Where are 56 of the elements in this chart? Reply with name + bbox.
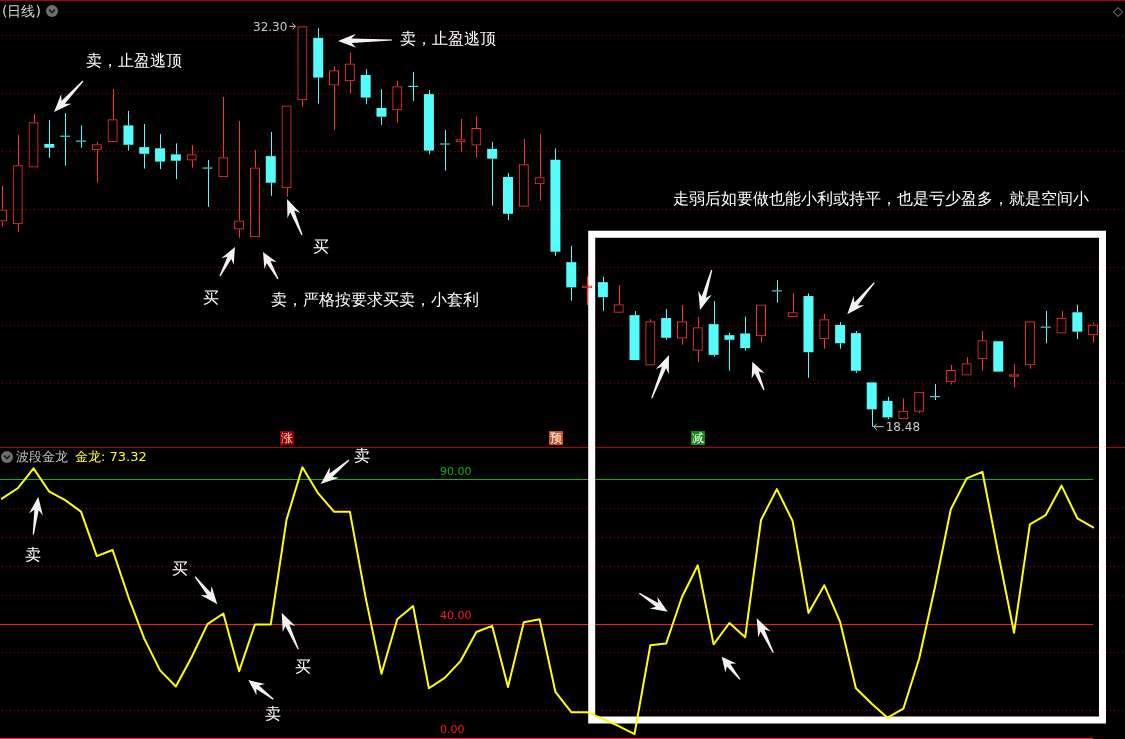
text: 金龙: 73.32: [75, 449, 147, 464]
candlestick: [439, 129, 450, 172]
candlestick: [740, 316, 751, 352]
annotation: 卖: [354, 446, 370, 466]
text: 32.30: [253, 19, 288, 34]
annotation: 卖: [265, 704, 281, 724]
text: 18.48: [885, 420, 921, 435]
chart-title: 波段金龙: [16, 449, 68, 465]
candlestick: [724, 332, 735, 372]
annotation: 卖，止盈逃顶: [86, 51, 182, 71]
candlestick: [75, 124, 86, 149]
candlestick: [265, 131, 276, 197]
candlestick: [882, 396, 893, 420]
candlestick: [771, 279, 782, 304]
candlestick: [597, 276, 608, 312]
candlestick: [313, 27, 324, 105]
candlestick: [993, 341, 1004, 372]
candlestick: [661, 308, 672, 341]
candlestick: [850, 330, 861, 374]
annotation: 卖，止盈逃顶: [400, 29, 496, 49]
text: 减: [692, 430, 704, 445]
annotation: 买: [203, 288, 219, 308]
annotation: 走弱后如要做也能小利或持平，也是亏少盈多，就是空间小: [673, 189, 1089, 209]
text: 涨: [281, 430, 293, 445]
candlestick: [170, 142, 181, 180]
candlestick: [502, 172, 513, 221]
candlestick: [929, 383, 940, 401]
candlestick: [408, 71, 419, 102]
annotation: 买: [172, 559, 188, 579]
ref-line-label: 0.00: [440, 723, 465, 737]
ref-line-label: 40.00: [440, 608, 472, 622]
candlestick: [202, 159, 213, 208]
candlestick: [155, 133, 166, 170]
candlestick: [376, 88, 387, 126]
annotation: 买: [295, 657, 311, 677]
candlestick: [123, 110, 134, 152]
candlestick: [1040, 310, 1051, 344]
candlestick: [1072, 304, 1083, 340]
annotation: 买: [313, 237, 329, 257]
candlestick: [835, 321, 846, 350]
candlestick: [139, 123, 150, 170]
text: 预: [550, 430, 562, 445]
candlestick: [566, 245, 577, 302]
candlestick: [44, 119, 55, 159]
candlestick: [866, 382, 877, 428]
candlestick: [803, 292, 814, 379]
candlestick: [629, 310, 640, 361]
candlestick: [487, 141, 498, 207]
annotation: 卖: [25, 545, 41, 565]
candlestick: [550, 147, 561, 257]
annotation: 卖，严格按要求买卖，小套利: [271, 290, 479, 310]
candlestick: [708, 300, 719, 358]
candlestick: [360, 68, 371, 105]
ref-line-label: 90.00: [440, 464, 472, 478]
chart-title: (日线): [2, 3, 41, 19]
candlestick: [60, 112, 71, 167]
